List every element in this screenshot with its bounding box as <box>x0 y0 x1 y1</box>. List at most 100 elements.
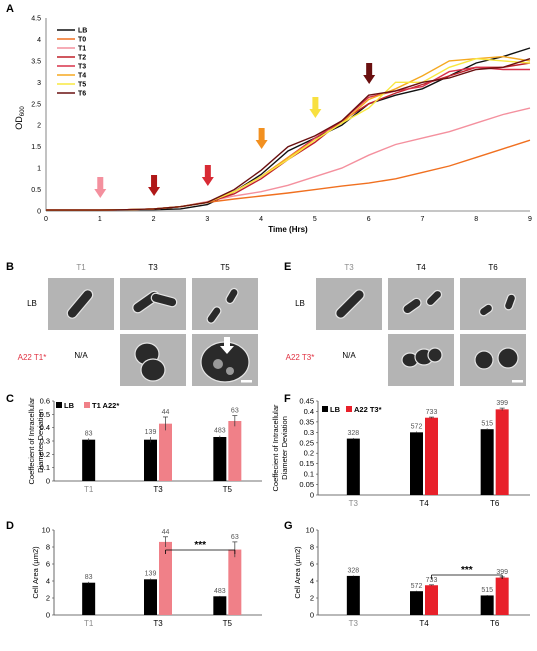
bar <box>425 585 438 615</box>
bar-category-label: T3 <box>153 619 163 628</box>
cell-shape <box>140 358 166 382</box>
growth-x-tick: 1 <box>98 216 102 223</box>
bar <box>228 549 242 615</box>
series-line-t5 <box>46 57 531 211</box>
bar-y-tick: 0.35 <box>299 417 314 426</box>
bar-count-label: 399 <box>496 569 508 576</box>
arrow-shaft <box>258 128 265 141</box>
bar-legend: LB T1 A22* <box>56 401 119 410</box>
panel-letter-d: D <box>6 520 14 532</box>
bar-category-label: T3 <box>349 619 359 628</box>
microscopy-panel-e: E T3 T4 T6 LB A22 T3* N/A <box>284 261 526 386</box>
series-line-t3 <box>46 66 530 211</box>
bar-y-tick: 0.25 <box>299 438 314 447</box>
bar <box>425 417 438 495</box>
microscopy-row-label: A22 T3* <box>286 353 315 362</box>
bar-count-label: 139 <box>145 429 157 436</box>
arrow-head <box>148 187 161 196</box>
growth-legend: LB T0 T1 T2 T3 T4 T5 T6 <box>57 28 87 98</box>
treatment-arrow-icon <box>255 128 268 149</box>
microscopy-na-label: N/A <box>342 351 356 360</box>
series-line-t4 <box>46 55 531 211</box>
growth-x-tick: 6 <box>367 216 371 223</box>
bar <box>346 438 360 495</box>
bar <box>213 437 227 481</box>
legend-swatch <box>56 402 62 408</box>
legend-label: LB <box>64 401 75 410</box>
bar-y-label: Cell Area (µm2) <box>293 546 302 599</box>
bar-count-label: 139 <box>145 570 157 577</box>
microscopy-column-label: T1 <box>76 263 86 272</box>
bar-y-tick: 0.2 <box>304 449 314 458</box>
bar <box>228 421 242 481</box>
micrograph <box>192 278 258 330</box>
cell-shape <box>478 303 494 317</box>
bar-y-label: Diameter Deviation <box>280 416 289 480</box>
bar-y-label: Cell Area (µm2) <box>31 546 40 599</box>
vacuole-shape <box>226 367 234 375</box>
microscopy-panel-b: B T1 T3 T5 LB A22 T1* N/A <box>6 261 258 386</box>
bar-count-label: 572 <box>411 423 423 430</box>
bar-count-label: 44 <box>162 529 170 536</box>
growth-x-tick: 4 <box>259 216 263 223</box>
bar-legend: LB A22 T3* <box>322 405 382 414</box>
bar-y-label: Coeffecient of Intracellular <box>27 397 36 484</box>
bar-count-label: 63 <box>231 534 239 541</box>
bar-y-tick: 2 <box>46 594 50 603</box>
arrow-shaft <box>204 165 211 178</box>
arrow-shaft <box>366 63 373 76</box>
growth-curve-panel: A 0 0.5 1 1.5 2 2.5 3 3.5 4 4.5 0 1 2 3 4 5 6 7 8 9 Time (Hrs… <box>6 3 532 234</box>
growth-x-tick: 8 <box>474 216 478 223</box>
bar <box>410 591 423 615</box>
bar-count-label: 733 <box>426 577 438 584</box>
arrow-shaft <box>312 97 319 110</box>
cell-shape <box>425 289 443 307</box>
bar-y-tick: 0.45 <box>299 397 314 406</box>
growth-y-tick: 4 <box>37 37 41 44</box>
growth-x-tick: 0 <box>44 216 48 223</box>
legend-label: LB <box>330 405 341 414</box>
bar-y-label: Coeffecient of Intracellular <box>271 404 280 491</box>
bar <box>144 439 157 481</box>
bar-category-label: T5 <box>223 485 233 494</box>
bar-y-tick: 10 <box>42 526 50 535</box>
scale-bar <box>512 380 523 383</box>
legend-label: T2 <box>78 55 86 62</box>
bar <box>480 595 494 615</box>
treatment-arrow-icon <box>363 63 376 84</box>
bar-count-label: 572 <box>411 583 423 590</box>
scale-bar <box>241 380 252 383</box>
legend-swatch <box>346 406 352 412</box>
bar-panel-d: D 0 2 4 6 8 10 Cell Area (µm2) T1 83 T3 139 44 T5 483 6… <box>6 520 262 628</box>
bar-category-label: T4 <box>419 619 429 628</box>
bar <box>159 541 172 615</box>
legend-label: T0 <box>78 37 86 44</box>
bar-y-tick: 0.1 <box>304 470 314 479</box>
cell-shape <box>206 306 222 324</box>
microscopy-column-label: T6 <box>488 263 498 272</box>
growth-y-tick: 4.5 <box>31 16 41 23</box>
panel-letter-g: G <box>284 520 293 532</box>
bar <box>495 577 509 615</box>
cell-shape <box>225 287 239 305</box>
bar-y-tick: 4 <box>46 577 50 586</box>
bar-category-label: T6 <box>490 619 500 628</box>
cell-shape <box>402 297 422 315</box>
bar <box>480 429 494 495</box>
growth-x-label: Time (Hrs) <box>268 225 308 234</box>
microscopy-column-label: T3 <box>148 263 158 272</box>
arrow-head <box>309 109 322 118</box>
legend-label: T3 <box>78 64 86 71</box>
legend-label: T1 A22* <box>92 401 119 410</box>
panel-letter-f: F <box>284 393 291 405</box>
bar-category-label: T1 <box>84 485 94 494</box>
legend-label: T4 <box>78 73 86 80</box>
arrow-head <box>201 177 214 186</box>
bar-y-tick: 6 <box>310 560 314 569</box>
bar-count-label: 515 <box>481 587 493 594</box>
bar-y-tick: 0.3 <box>304 428 314 437</box>
panel-letter-c: C <box>6 393 14 405</box>
bar-count-label: 83 <box>85 574 93 581</box>
bar-y-tick: 0.6 <box>40 397 50 406</box>
